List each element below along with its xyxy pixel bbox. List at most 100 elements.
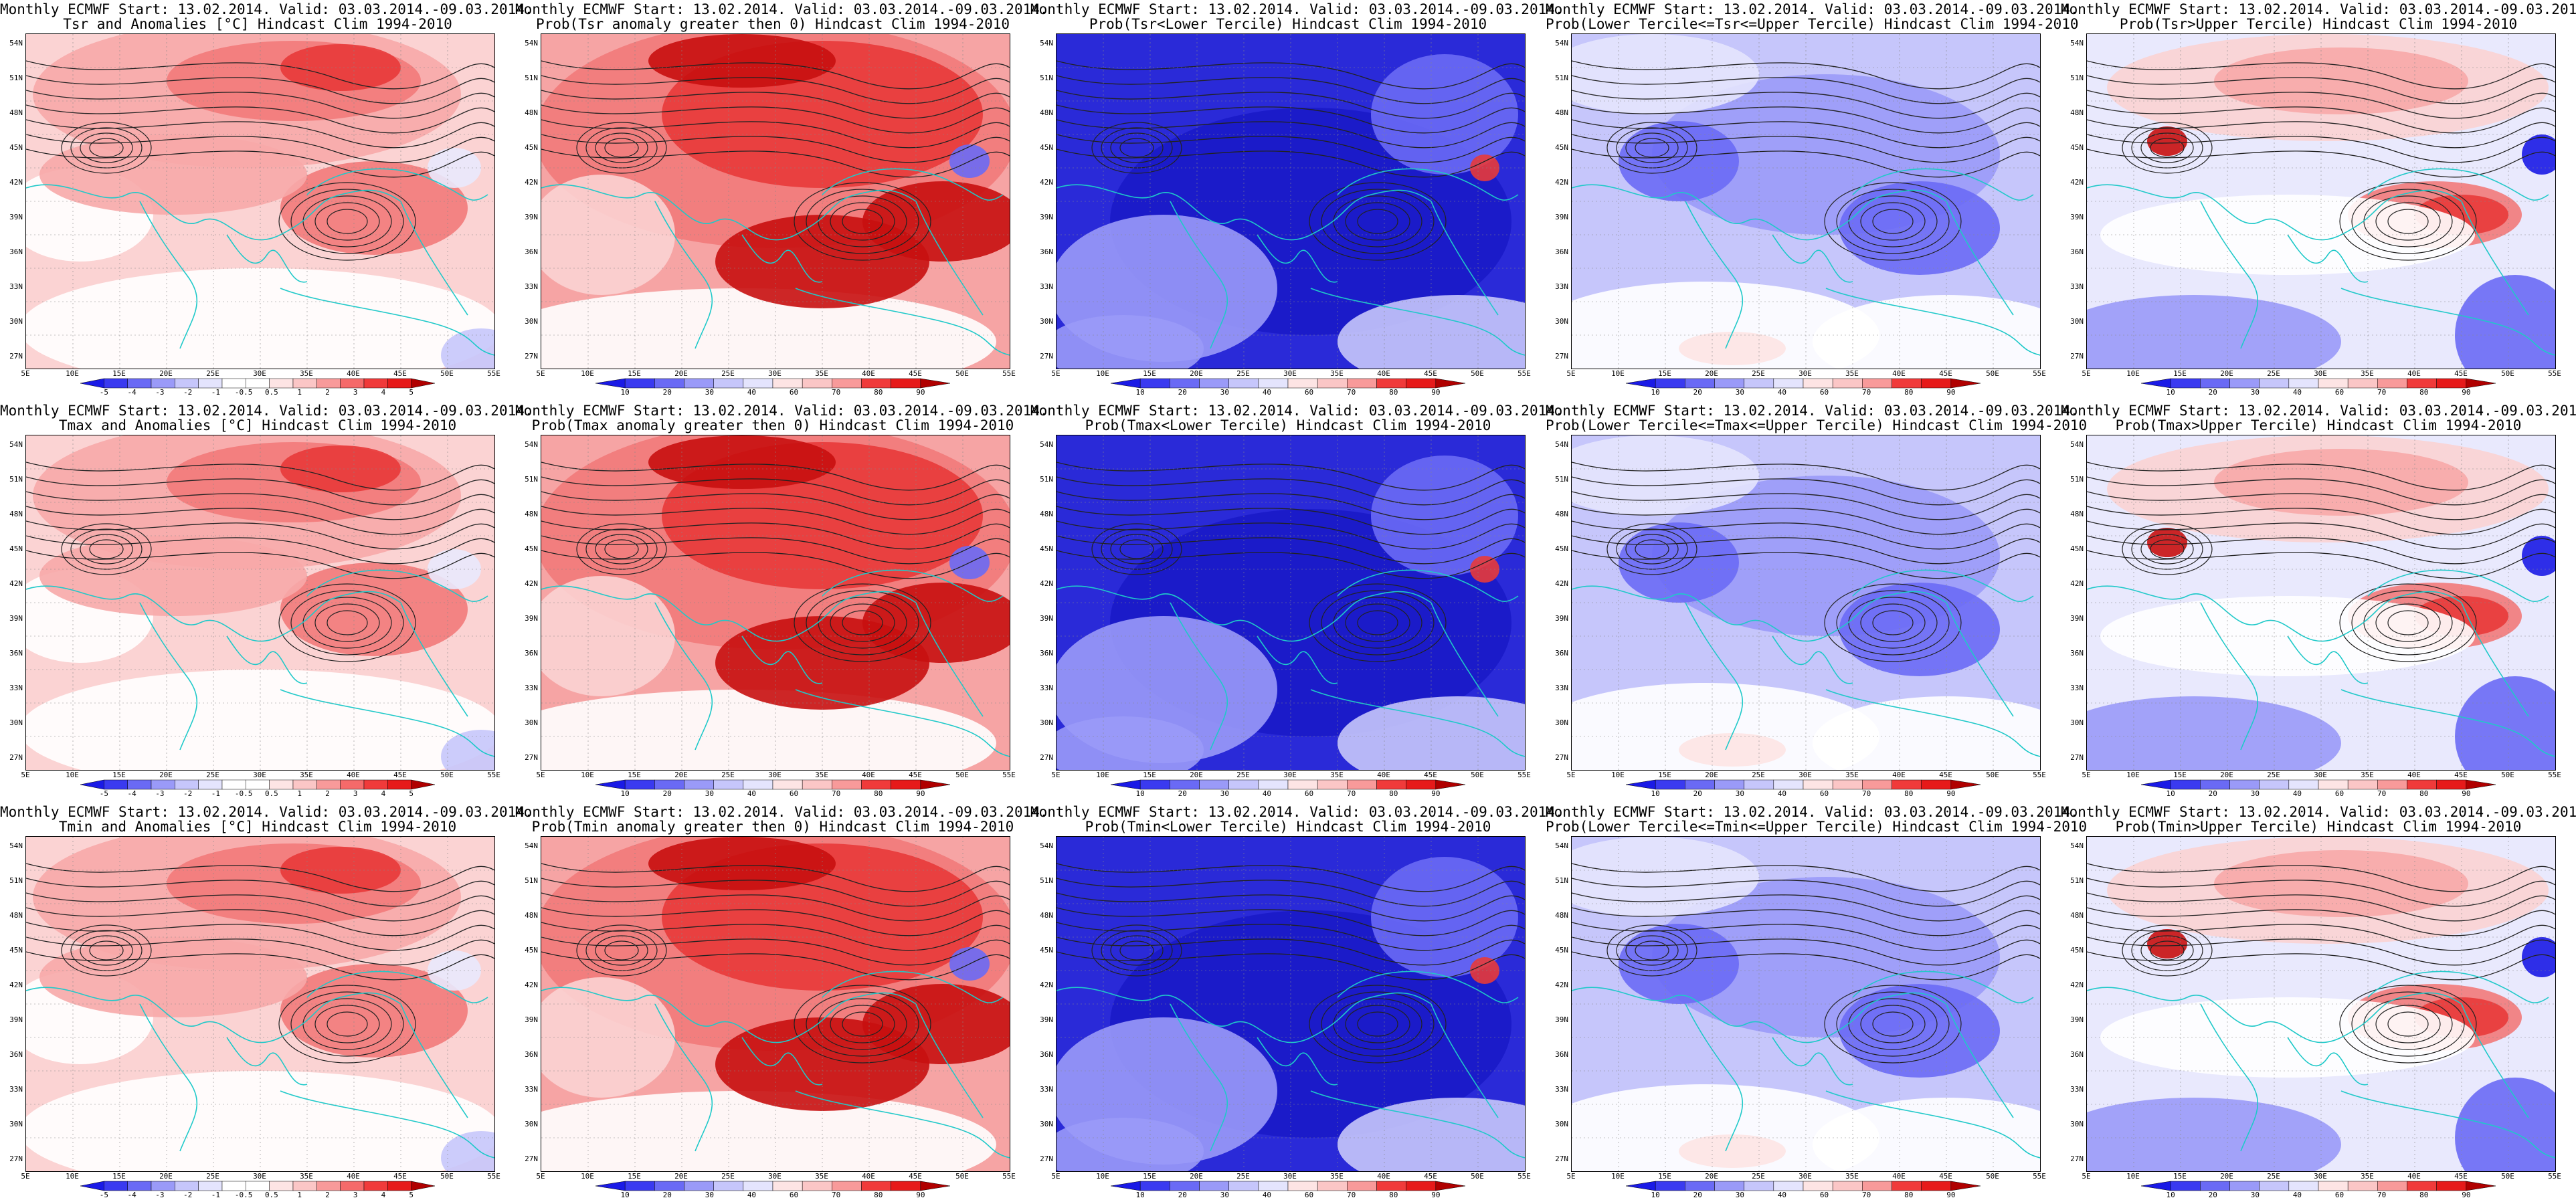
coastline xyxy=(226,635,308,684)
latitude-label: 54N xyxy=(1555,440,1568,449)
colorbar-tick-label: 60 xyxy=(2334,789,2344,798)
coastline xyxy=(2340,288,2555,356)
contour-line xyxy=(290,590,404,656)
contour-line xyxy=(1572,907,2040,936)
contour-line xyxy=(327,610,368,635)
longitude-label: 15E xyxy=(1143,771,1156,779)
longitude-label: 40E xyxy=(1377,369,1390,378)
coastline xyxy=(1257,635,1338,684)
colorbar-segment xyxy=(104,378,128,389)
shaded-field-region xyxy=(1470,556,1499,583)
contour-line xyxy=(541,907,1010,936)
contour-line xyxy=(1056,892,1525,922)
colorbar-segment xyxy=(1625,779,1656,790)
contour-line xyxy=(80,935,133,966)
contour-line xyxy=(1309,182,1447,261)
contour-line xyxy=(541,134,1010,163)
colorbar-tick-label: 30 xyxy=(1220,789,1229,798)
latitude-label: 42N xyxy=(525,178,538,187)
longitude-label: 30E xyxy=(1283,1172,1297,1181)
map-panel: Monthly ECMWF Start: 13.02.2014. Valid: … xyxy=(1546,803,2087,1204)
colorbar-tick-label: -5 xyxy=(99,789,108,798)
longitude-label: 10E xyxy=(2126,1172,2140,1181)
colorbar-tick-label: 70 xyxy=(1347,1191,1356,1199)
contour-line xyxy=(1860,202,1926,241)
map-panel: Monthly ECMWF Start: 13.02.2014. Valid: … xyxy=(515,401,1048,803)
map-panel: Monthly ECMWF Start: 13.02.2014. Valid: … xyxy=(2061,0,2576,401)
latitude-label: 30N xyxy=(1555,317,1568,326)
contour-line xyxy=(576,523,667,575)
coastline xyxy=(400,602,468,717)
contour-line xyxy=(1309,583,1447,662)
contour-line xyxy=(2122,924,2213,977)
longitude-label: 25E xyxy=(1236,771,1250,779)
latitude-label: 51N xyxy=(525,876,538,885)
contour-line xyxy=(1836,189,1950,254)
map-svg xyxy=(1056,34,1525,369)
longitude-label: 30E xyxy=(1283,369,1297,378)
colorbar xyxy=(1110,1181,1466,1191)
coastline xyxy=(1572,585,1947,642)
contour-line xyxy=(2351,590,2465,656)
longitude-label: 55E xyxy=(487,1172,500,1181)
contour-line xyxy=(1572,892,2040,922)
colorbar-segment xyxy=(2288,378,2319,389)
colorbar-tick-label: 20 xyxy=(1693,1191,1702,1199)
colorbar-tick-label: 30 xyxy=(2250,1191,2260,1199)
coastline xyxy=(822,971,1004,1003)
colorbar-tick-label: 10 xyxy=(1651,388,1660,397)
coastline xyxy=(654,602,713,750)
coastline xyxy=(139,201,197,349)
colorbar-segment xyxy=(1347,779,1377,790)
contour-line xyxy=(26,907,494,936)
longitude-label: 45E xyxy=(2454,771,2468,779)
colorbar-segment xyxy=(1287,378,1318,389)
latitude-label: 48N xyxy=(9,510,23,518)
latitude-label: 54N xyxy=(2070,39,2084,47)
colorbar-segment xyxy=(151,779,175,790)
contour-line xyxy=(2087,134,2555,163)
colorbar xyxy=(595,1181,951,1191)
latitude-label: 33N xyxy=(525,282,538,291)
latitude-label: 48N xyxy=(1555,108,1568,117)
colorbar-segment xyxy=(363,378,388,389)
colorbar-tick-label: 20 xyxy=(1693,789,1702,798)
longitude-label: 30E xyxy=(2314,771,2327,779)
colorbar-segment xyxy=(2259,1181,2290,1191)
colorbar-segment xyxy=(175,378,199,389)
contour-line xyxy=(2122,523,2213,575)
contour-line xyxy=(26,90,494,119)
contour-line xyxy=(842,1011,883,1037)
longitude-label: 25E xyxy=(2267,771,2280,779)
contour-line xyxy=(1572,863,2040,892)
longitude-label: 55E xyxy=(1002,771,1016,779)
contour-line xyxy=(1056,878,1525,907)
contour-line xyxy=(1572,60,2040,90)
colorbar-segment xyxy=(654,1181,684,1191)
colorbar-segment xyxy=(2466,378,2496,389)
colorbar-segment xyxy=(802,1181,832,1191)
longitude-label: 20E xyxy=(159,771,173,779)
coastline xyxy=(541,184,917,241)
latitude-label: 36N xyxy=(9,247,23,256)
colorbar xyxy=(80,378,436,389)
colorbar-tick-label: 3 xyxy=(353,388,358,397)
colorbar-segment xyxy=(1685,1181,1715,1191)
latitude-label: 45N xyxy=(525,143,538,152)
colorbar-segment xyxy=(1625,1181,1656,1191)
map-area xyxy=(2086,33,2556,369)
colorbar-segment xyxy=(832,1181,862,1191)
colorbar-tick-label: 4 xyxy=(381,789,386,798)
colorbar-tick-label: 40 xyxy=(1262,388,1272,397)
colorbar-segment xyxy=(1435,1181,1466,1191)
latitude-label: 30N xyxy=(2070,718,2084,727)
colorbar-segment xyxy=(1110,378,1141,389)
shaded-field-region xyxy=(1839,583,2000,676)
latitude-label: 54N xyxy=(1040,440,1053,449)
latitude-label: 39N xyxy=(2070,213,2084,221)
colorbar xyxy=(1625,1181,1981,1191)
colorbar-segment xyxy=(1258,378,1289,389)
contour-line xyxy=(1824,985,1962,1064)
shaded-field-region xyxy=(1839,984,2000,1078)
longitude-label: 25E xyxy=(2267,369,2280,378)
